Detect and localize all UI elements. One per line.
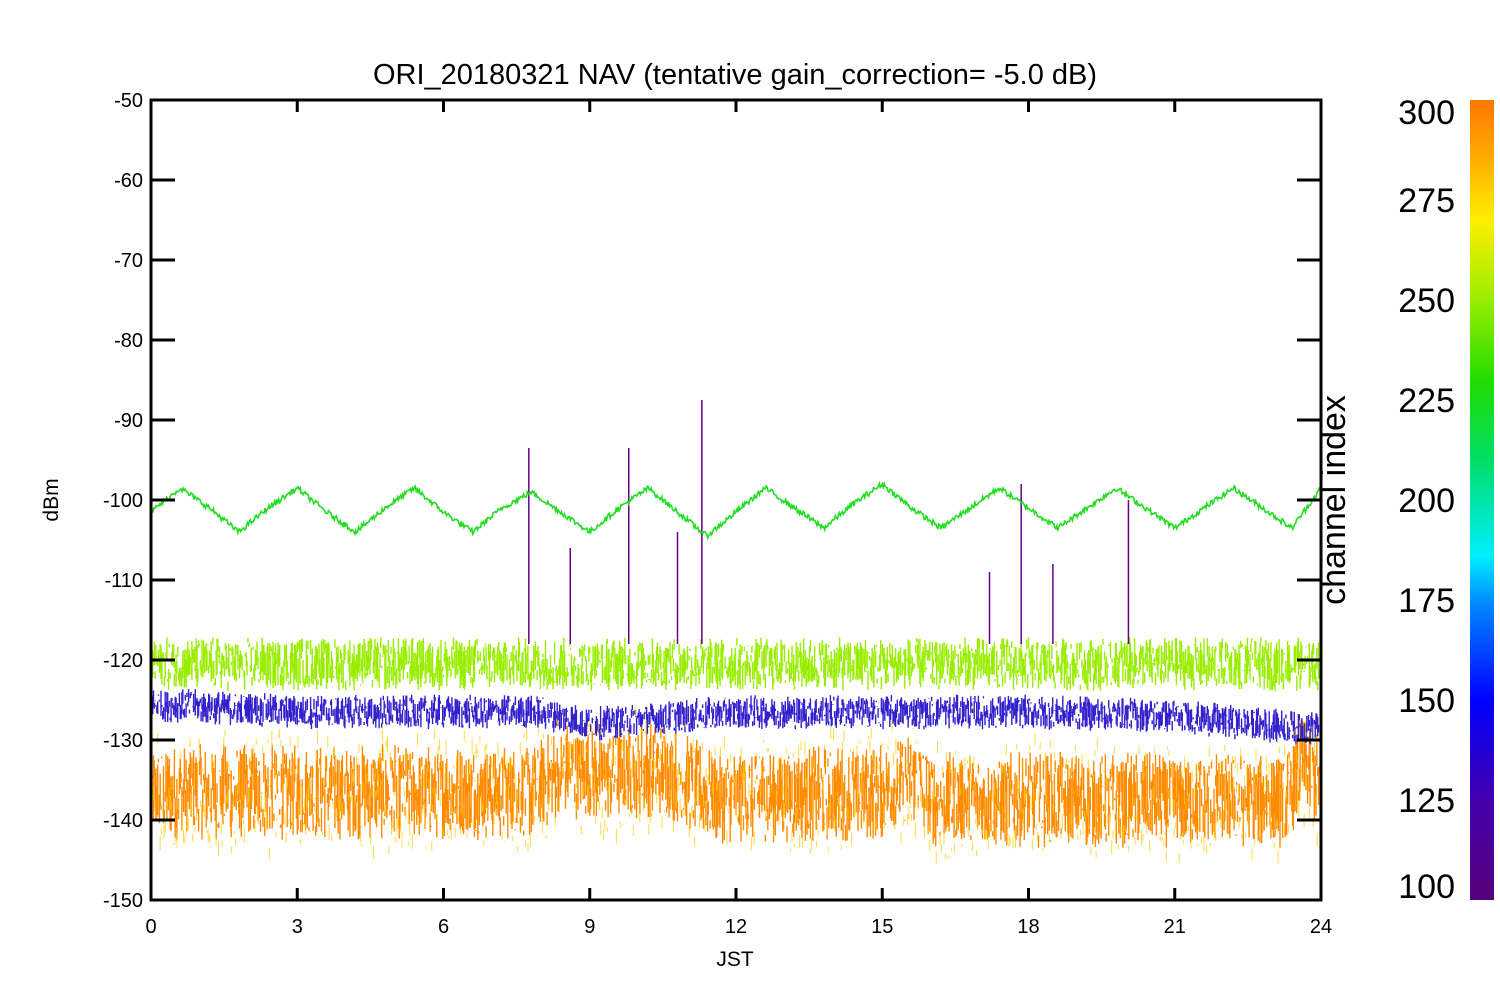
y-tick-label: -50 <box>114 90 143 112</box>
x-axis: 0 3 6 9 12 15 18 21 24 <box>145 100 1332 938</box>
chart-title: ORI_20180321 NAV (tentative gain_correct… <box>373 59 1097 91</box>
x-tick-label: 0 <box>145 916 156 938</box>
y-tick-label: -120 <box>103 650 143 672</box>
y-tick-label: -80 <box>114 330 143 352</box>
band-series-ch260 <box>151 637 1321 691</box>
y-tick-label: -150 <box>103 890 143 912</box>
colorbar-ticks: 100 125 150 175 200 225 250 275 300 <box>1398 94 1455 906</box>
band-series-ch275 <box>151 705 1321 864</box>
y-axis-title: dBm <box>40 478 63 521</box>
colorbar-tick-label: 225 <box>1398 382 1455 420</box>
x-tick-label: 15 <box>871 916 893 938</box>
colorbar-tick-label: 100 <box>1398 868 1455 906</box>
colorbar-tick-label: 150 <box>1398 682 1455 720</box>
y-tick-label: -140 <box>103 810 143 832</box>
series-layer <box>151 400 1321 864</box>
y-tick-label: -100 <box>103 490 143 512</box>
band-series-ch290 <box>151 720 1321 848</box>
y-tick-label: -130 <box>103 730 143 752</box>
colorbar-tick-label: 125 <box>1398 782 1455 820</box>
x-tick-label: 18 <box>1017 916 1039 938</box>
colorbar-tick-label: 200 <box>1398 482 1455 520</box>
y-tick-label: -70 <box>114 250 143 272</box>
x-tick-label: 6 <box>438 916 449 938</box>
colorbar-tick-label: 175 <box>1398 582 1455 620</box>
x-tick-label: 9 <box>584 916 595 938</box>
y-tick-label: -90 <box>114 410 143 432</box>
y-tick-label: -60 <box>114 170 143 192</box>
colorbar-tick-label: 300 <box>1398 94 1455 132</box>
colorbar-tick-label: 250 <box>1398 282 1455 320</box>
band-series-ch140 <box>151 689 1321 744</box>
x-tick-label: 12 <box>725 916 747 938</box>
x-axis-title: JST <box>716 948 754 971</box>
y-tick-label: -110 <box>104 570 143 592</box>
x-tick-label: 21 <box>1164 916 1186 938</box>
y-axis: -50 -60 -70 -80 -90 -100 -110 -120 -130 -140 -150 <box>103 90 1321 912</box>
colorbar <box>1470 100 1494 900</box>
colorbar-title: channel index <box>1315 395 1353 605</box>
line-series-ch230 <box>151 480 1321 541</box>
x-tick-label: 3 <box>292 916 303 938</box>
x-tick-label: 24 <box>1310 916 1332 938</box>
colorbar-tick-label: 275 <box>1398 182 1455 220</box>
